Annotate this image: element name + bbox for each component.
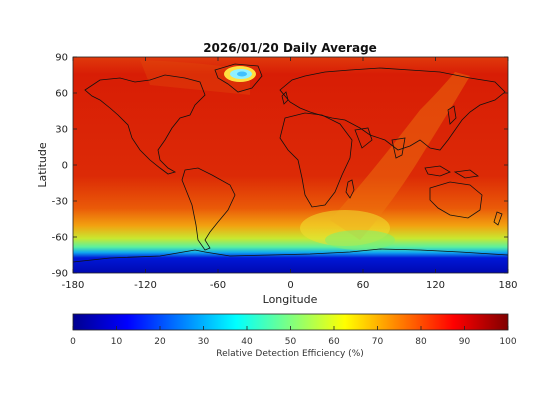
- colorbar-tick-label: 40: [241, 337, 253, 347]
- x-tick-label: -180: [62, 280, 85, 291]
- x-tick-label: 120: [426, 280, 445, 291]
- colorbar-tick-label: 90: [459, 337, 471, 347]
- colorbar-ticks: 0 10 20 30 40 50 60 70 80 90 100: [70, 326, 517, 347]
- x-tick-label: 60: [357, 280, 370, 291]
- y-tick-label: -90: [52, 269, 68, 280]
- y-tick-label: 30: [55, 125, 68, 136]
- y-tick-label: -30: [52, 197, 68, 208]
- x-tick-label: 180: [498, 280, 517, 291]
- colorbar-tick-label: 20: [154, 337, 166, 347]
- map-area: [73, 57, 508, 273]
- y-axis-ticks: 90 60 30 0 -30 -60 -90: [52, 53, 508, 280]
- x-tick-label: -60: [210, 280, 226, 291]
- efficiency-field: [73, 57, 508, 273]
- y-tick-label: 60: [55, 89, 68, 100]
- chart-title: 2026/01/20 Daily Average: [203, 41, 377, 55]
- colorbar-tick-label: 10: [111, 337, 123, 347]
- colorbar-tick-label: 100: [499, 337, 516, 347]
- x-axis-ticks: -180 -120 -60 0 60 120 180: [62, 57, 518, 291]
- colorbar-label: Relative Detection Efficiency (%): [216, 349, 364, 359]
- y-axis-label: Latitude: [36, 142, 49, 188]
- x-tick-label: 0: [287, 280, 293, 291]
- y-tick-label: 90: [55, 53, 68, 64]
- colorbar-tick-label: 70: [372, 337, 384, 347]
- x-axis-label: Longitude: [263, 293, 318, 306]
- coastlines: [73, 63, 508, 263]
- colorbar-tick-label: 30: [198, 337, 210, 347]
- colorbar-tick-label: 60: [328, 337, 340, 347]
- y-tick-label: -60: [52, 233, 68, 244]
- colorbar-tick-label: 50: [285, 337, 297, 347]
- y-tick-label: 0: [62, 161, 68, 172]
- colorbar-tick-label: 0: [70, 337, 76, 347]
- colorbar-tick-label: 80: [415, 337, 427, 347]
- x-tick-label: -120: [134, 280, 157, 291]
